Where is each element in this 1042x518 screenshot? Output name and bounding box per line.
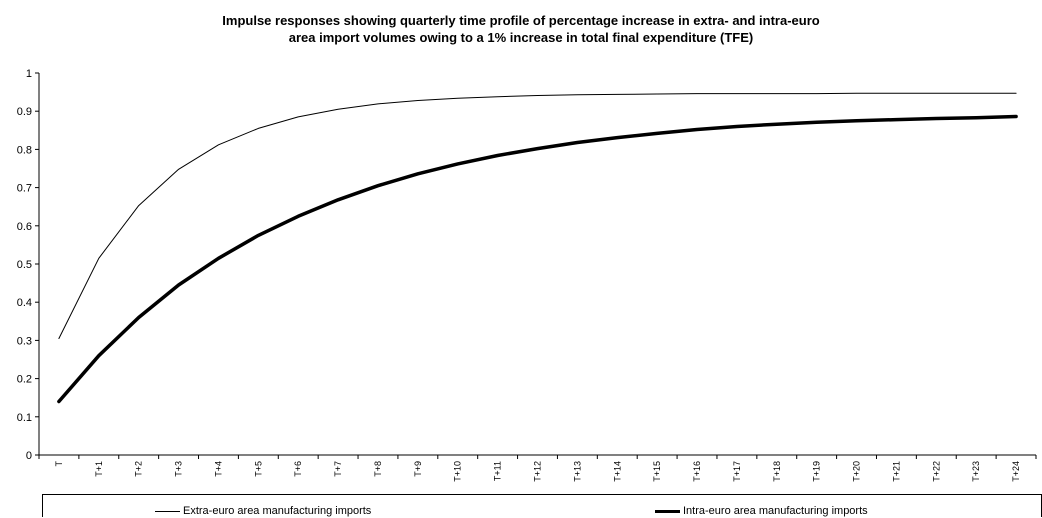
x-tick-label: T+9 — [413, 461, 423, 477]
chart-title-line-1: Impulse responses showing quarterly time… — [222, 13, 820, 28]
x-tick-label: T+3 — [174, 461, 184, 477]
x-tick-label: T+4 — [213, 461, 223, 477]
chart-title-line-2: area import volumes owing to a 1% increa… — [288, 30, 754, 45]
series-line-extra-euro — [58, 92, 1017, 339]
x-tick-label: T+22 — [931, 461, 941, 482]
x-tick-label: T+8 — [373, 461, 383, 477]
x-tick-label: T+23 — [971, 461, 981, 482]
y-tick-label: 0.4 — [17, 297, 32, 309]
chart-title: Impulse responses showing quarterly time… — [0, 12, 1042, 46]
x-tick-label: T+19 — [812, 461, 822, 482]
y-tick-label: 0.6 — [17, 221, 32, 233]
x-tick-label: T+2 — [134, 461, 144, 477]
x-tick-label: T+21 — [891, 461, 901, 482]
x-tick-label: T — [54, 461, 64, 467]
x-tick-label: T+16 — [692, 461, 702, 482]
x-tick-label: T+6 — [293, 461, 303, 477]
series-layer — [57, 92, 1018, 404]
legend-swatch-thick-line — [655, 509, 680, 513]
legend-item-extra-euro: Extra-euro area manufacturing imports — [155, 504, 371, 518]
x-tick-label: T+15 — [652, 461, 662, 482]
x-tick-label: T+7 — [333, 461, 343, 477]
legend-label-extra-euro: Extra-euro area manufacturing imports — [183, 505, 372, 517]
x-tick-label: T+11 — [493, 461, 503, 481]
x-tick-label: T+12 — [533, 461, 543, 482]
x-tick-label: T+13 — [572, 461, 582, 482]
x-tick-label: T+20 — [852, 461, 862, 482]
y-tick-label: 0.5 — [17, 259, 32, 271]
x-axis: T T+1 T+2 T+3 T+4 T+5 T+6 T+7 T+8 T+9 T+10 T+11 T+12… — [38, 454, 1037, 482]
x-tick-label: T+5 — [253, 461, 263, 477]
series-line-intra-euro — [57, 114, 1018, 404]
y-tick-label: 1 — [26, 68, 32, 80]
legend: Extra-euro area manufacturing imports In… — [42, 494, 1042, 517]
y-tick-label: 0.1 — [17, 412, 32, 424]
y-tick-label: 0.7 — [17, 183, 32, 195]
x-tick-label: T+14 — [612, 461, 622, 482]
y-tick-label: 0.3 — [17, 335, 32, 347]
y-tick-label: 0 — [26, 450, 32, 462]
legend-item-intra-euro: Intra-euro area manufacturing imports — [655, 504, 868, 518]
y-tick-label: 0.8 — [17, 144, 32, 156]
x-tick-label: T+17 — [732, 461, 742, 482]
x-tick-label: T+24 — [1011, 461, 1021, 482]
x-tick-label: T+18 — [772, 461, 782, 482]
y-axis: 0 0.1 0.2 0.3 0.4 0.5 0.6 0.7 0.8 0.9 1 — [17, 68, 40, 462]
legend-swatch-thin-line — [155, 510, 180, 512]
y-tick-label: 0.2 — [17, 374, 32, 386]
x-tick-label: T+1 — [94, 461, 104, 477]
x-tick-label: T+10 — [453, 461, 463, 482]
legend-label-intra-euro: Intra-euro area manufacturing imports — [683, 505, 868, 517]
y-tick-label: 0.9 — [17, 106, 32, 118]
